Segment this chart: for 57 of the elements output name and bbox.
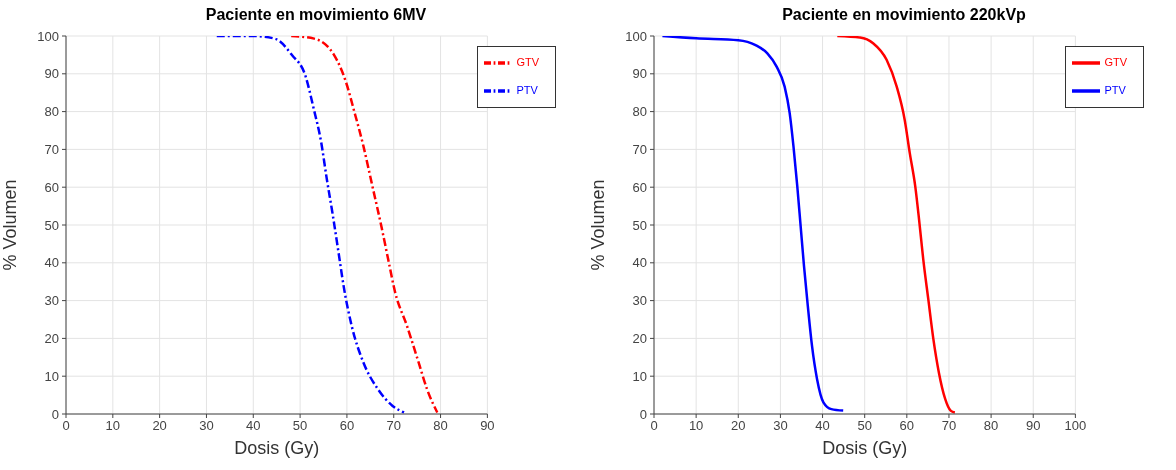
x-tick-label: 0 (62, 418, 70, 434)
y-tick-label: 90 (632, 66, 647, 82)
x-tick-label: 100 (1064, 418, 1087, 434)
x-tick-label: 70 (941, 418, 957, 434)
legend-label: GTV (516, 55, 539, 68)
x-tick-label: 30 (199, 418, 214, 434)
y-tick-label: 60 (44, 179, 59, 195)
y-tick-label: 0 (51, 406, 59, 422)
y-tick-label: 40 (44, 255, 59, 271)
line-series (661, 36, 845, 412)
x-tick-label: 20 (152, 418, 167, 434)
x-tick-label: 80 (983, 418, 999, 434)
x-tick-label: 70 (386, 418, 401, 434)
line-series (289, 36, 439, 414)
x-tick-label: 50 (857, 418, 872, 434)
y-tick-label: 100 (37, 28, 59, 44)
y-tick-label: 70 (632, 142, 647, 158)
y-tick-label: 50 (632, 217, 647, 233)
x-tick-label: 80 (433, 418, 448, 434)
y-tick-label: 30 (44, 293, 59, 309)
y-tick-label: 10 (44, 368, 59, 384)
legend-label: PTV (1104, 83, 1126, 96)
y-tick-label: 90 (44, 66, 59, 82)
x-tick-label: 90 (1026, 418, 1041, 434)
y-tick-label: 40 (632, 255, 647, 271)
y-axis-title: % Volumen (588, 179, 609, 271)
line-series (836, 36, 957, 414)
y-tick-label: 80 (632, 104, 647, 120)
x-tick-label: 20 (731, 418, 746, 434)
y-tick-label: 80 (44, 104, 59, 120)
y-tick-label: 10 (632, 368, 647, 384)
x-tick-label: 30 (773, 418, 788, 434)
y-axis-title: % Volumen (0, 179, 21, 271)
line-series (215, 36, 406, 414)
chart-title: Paciente en movimiento 220kVp (781, 6, 1027, 24)
x-tick-label: 40 (246, 418, 261, 434)
x-axis-title: Dosis (Gy) (234, 438, 320, 458)
y-tick-label: 0 (639, 406, 647, 422)
x-axis-title: Dosis (Gy) (822, 438, 908, 458)
chart-title: Paciente en movimiento 6MV (204, 6, 428, 24)
x-tick-label: 90 (480, 418, 495, 434)
y-tick-label: 60 (632, 179, 647, 195)
x-tick-label: 40 (815, 418, 830, 434)
x-tick-label: 0 (650, 418, 658, 434)
x-tick-label: 60 (339, 418, 355, 434)
legend-label: PTV (516, 83, 538, 96)
x-tick-label: 50 (292, 418, 308, 434)
x-tick-label: 10 (105, 418, 121, 434)
x-tick-label: 60 (899, 418, 915, 434)
y-tick-label: 20 (44, 331, 59, 347)
y-tick-label: 20 (632, 331, 647, 347)
y-tick-label: 70 (44, 142, 59, 158)
legend-label: GTV (1104, 55, 1127, 68)
y-tick-label: 30 (632, 293, 647, 309)
y-tick-label: 50 (44, 217, 59, 233)
y-tick-label: 100 (625, 28, 647, 44)
x-tick-label: 10 (688, 418, 704, 434)
